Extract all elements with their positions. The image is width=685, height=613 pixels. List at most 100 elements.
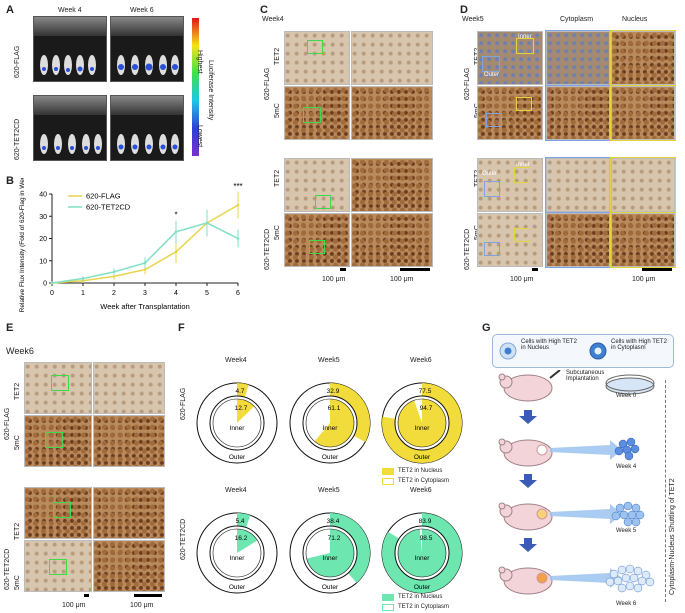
scale-label-e2: 100 μm xyxy=(130,602,154,609)
ihc-e-tet2cd-tet2 xyxy=(24,487,92,539)
panel-e-row-flag: 620-FLAG xyxy=(4,407,11,440)
outer-wedge-cd-1 xyxy=(330,513,370,583)
outer-value: 5.4 xyxy=(235,518,244,525)
panel-d-row-flag: 620-FLAG xyxy=(464,67,471,100)
donut-inner-border xyxy=(397,528,447,578)
g-legend-cyto: Cells with High TET2 in Cytoplasm xyxy=(611,339,667,351)
y-tick-label: 20 xyxy=(39,236,47,243)
ihc-d-tet2cd-tet2-nuc xyxy=(610,157,676,213)
ihc-c-flag-tet2 xyxy=(284,31,350,85)
data-point xyxy=(174,250,178,254)
ihc-c-flag-5mc-zoom xyxy=(351,86,433,140)
outer-wedge-flag-0 xyxy=(237,383,249,398)
panel-e-stain-3: TET2 xyxy=(14,522,21,540)
syringe-icon xyxy=(549,370,561,379)
ihc-d-tet2cd-tet2: Inner Outer xyxy=(477,158,543,212)
outer-label: Outer xyxy=(229,584,246,591)
panel-e-week: Week6 xyxy=(6,346,34,356)
panel-d-week: Week5 xyxy=(462,16,484,23)
ihc-c-tet2cd-tet2 xyxy=(284,158,350,212)
scale-label-d1: 100 μm xyxy=(510,276,534,283)
panel-c-stain-2: 5mC xyxy=(274,103,281,118)
tumor-week5 xyxy=(611,501,645,527)
mouse-week0 xyxy=(498,373,553,402)
significance-mark: *** xyxy=(233,182,242,191)
inner-label: Inner xyxy=(415,425,431,432)
x-tick-label: 3 xyxy=(143,290,147,297)
inner-label: Inner xyxy=(323,555,339,562)
g-legend-nuc: Cells with High TET2 in Nucleus xyxy=(521,339,577,351)
row-label-tet2cd-a: 620-TET2CD xyxy=(14,118,21,160)
ihc-e-tet2cd-5mc xyxy=(24,540,92,592)
panel-label-d: D xyxy=(460,4,468,16)
g-week4: Week 4 xyxy=(616,464,637,470)
x-tick-label: 5 xyxy=(205,290,209,297)
data-point xyxy=(81,279,85,283)
ihc-c-tet2cd-5mc xyxy=(284,213,350,267)
mouse-week4 xyxy=(498,438,553,467)
scale-bar-e2 xyxy=(134,594,162,597)
panel-d-col-cyto: Cytoplasm xyxy=(560,16,594,23)
inner-value: 98.5 xyxy=(420,535,433,542)
inner-label-d2: Inner xyxy=(516,162,530,168)
ihc-d-flag-tet2: Inner Outer xyxy=(477,31,543,85)
data-point xyxy=(112,270,116,274)
panel-e-stain-2: 5mC xyxy=(14,435,21,450)
inner-label: Inner xyxy=(415,555,431,562)
f-week-label-4: Week4 xyxy=(225,487,247,494)
inner-value: 12.7 xyxy=(235,405,248,412)
f-week-label-1: Week4 xyxy=(225,357,247,364)
panel-e-stain-1: TET2 xyxy=(14,382,21,400)
tumor-week4 xyxy=(614,437,640,461)
g-legend-box: Cells with High TET2 in Nucleus Cells wi… xyxy=(492,334,674,368)
outer-label: Outer xyxy=(414,454,431,461)
right-arrows xyxy=(550,440,622,588)
x-tick-label: 0 xyxy=(50,290,54,297)
inner-value: 61.1 xyxy=(328,405,341,412)
significance-mark: * xyxy=(174,211,177,220)
legend-cd-nuc: TET2 in Nucleus xyxy=(398,594,443,600)
f-week-label-5: Week5 xyxy=(318,487,340,494)
legend-flag-cyto: TET2 in Cytoplasm xyxy=(398,478,450,484)
scale-bar-d1 xyxy=(532,268,538,271)
outer-label: Outer xyxy=(322,584,339,591)
ihc-d-tet2cd-5mc xyxy=(477,213,543,267)
x-tick-label: 2 xyxy=(112,290,116,297)
scale-label-c1: 100 μm xyxy=(322,276,346,283)
outer-value: 4.7 xyxy=(235,388,244,395)
inner-wedge-flag-2 xyxy=(398,399,447,447)
colorbar-highest: Highest xyxy=(196,50,203,74)
scale-bar-d2 xyxy=(642,268,672,271)
ihc-d-tet2cd-tet2-cyto xyxy=(545,157,611,213)
g-implant-label: Subcutaneous Implantation xyxy=(566,370,605,382)
outer-value: 32.9 xyxy=(327,388,340,395)
data-point xyxy=(174,230,178,234)
outer-value: 38.4 xyxy=(327,518,340,525)
outer-label: Outer xyxy=(322,454,339,461)
scale-label-e1: 100 μm xyxy=(62,602,86,609)
inner-wedge-flag-0 xyxy=(237,399,255,423)
week4-label: Week 4 xyxy=(58,7,82,14)
y-axis-label: Relative Flux Intensity (Fold of 620-Fla… xyxy=(19,178,26,312)
dish-icon xyxy=(605,374,655,395)
panel-f-row-flag: 620-FLAG xyxy=(180,387,187,420)
inner-value: 71.2 xyxy=(328,535,341,542)
scale-bar-c2 xyxy=(400,268,430,271)
donut-charts: 4.7 12.7 Inner Outer 32.9 61.1 Inner Outer 77.5 9… xyxy=(196,382,463,594)
panel-c-stain-1: TET2 xyxy=(274,47,281,65)
ihc-e-flag-tet2 xyxy=(24,362,92,414)
inner-label: Inner xyxy=(230,555,246,562)
panel-c-week: Week4 xyxy=(262,16,284,23)
panel-label-g: G xyxy=(482,322,491,334)
panel-c-stain-4: 5mC xyxy=(274,225,281,240)
data-point xyxy=(205,221,209,225)
scale-bar-e1 xyxy=(84,594,89,597)
panel-d-row-tet2cd: 620-TET2CD xyxy=(464,228,471,270)
x-tick-label: 1 xyxy=(81,290,85,297)
inner-value: 94.7 xyxy=(420,405,433,412)
outer-wedge-cd-2 xyxy=(382,513,462,593)
imaging-tet2cd-week4 xyxy=(33,95,107,161)
data-point xyxy=(112,275,116,278)
outer-label: Outer xyxy=(229,454,246,461)
donut-inner-border xyxy=(305,398,355,448)
